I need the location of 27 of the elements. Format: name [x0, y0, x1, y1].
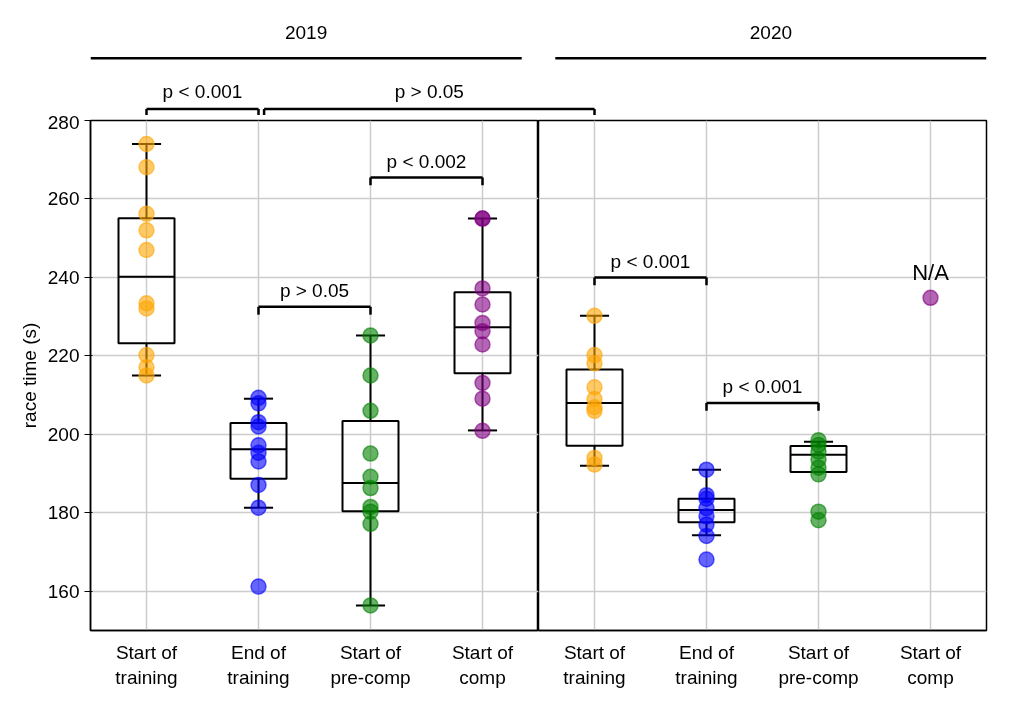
annotation: p < 0.001	[722, 376, 803, 398]
y-tick-label: 220	[47, 345, 80, 367]
point	[922, 289, 939, 307]
text: p > 0.05	[394, 81, 464, 103]
chart-title: 2020	[749, 21, 793, 43]
x-tick-label: End of training	[227, 641, 290, 688]
annotation: p > 0.05	[279, 279, 350, 301]
x-tick-label: Start of comp	[451, 641, 514, 688]
x-tick-label: End of training	[675, 641, 738, 688]
x-tick-label: Start of pre-comp	[330, 641, 411, 688]
y-tick-label: 160	[47, 580, 80, 602]
y-axis-title: race time (s)	[18, 322, 40, 429]
y-tick-label: 240	[47, 266, 80, 288]
x-tick-label: Start of training	[563, 641, 626, 688]
x-tick-label: Start of comp	[899, 641, 962, 688]
y-tick-label: 260	[47, 188, 80, 210]
x-tick-label: Start of pre-comp	[778, 641, 859, 688]
y-tick-label: 200	[47, 423, 80, 445]
x-tick-label: Start of training	[115, 641, 178, 688]
annotation: p < 0.001	[610, 250, 691, 272]
point	[586, 456, 603, 473]
y-tick-label: 280	[47, 111, 80, 133]
annotation: N/A	[912, 260, 950, 286]
text: p < 0.001	[162, 81, 243, 103]
y-tick-label: 180	[47, 502, 80, 524]
chart-title: 2019	[284, 21, 328, 43]
annotation: p < 0.002	[386, 150, 467, 172]
